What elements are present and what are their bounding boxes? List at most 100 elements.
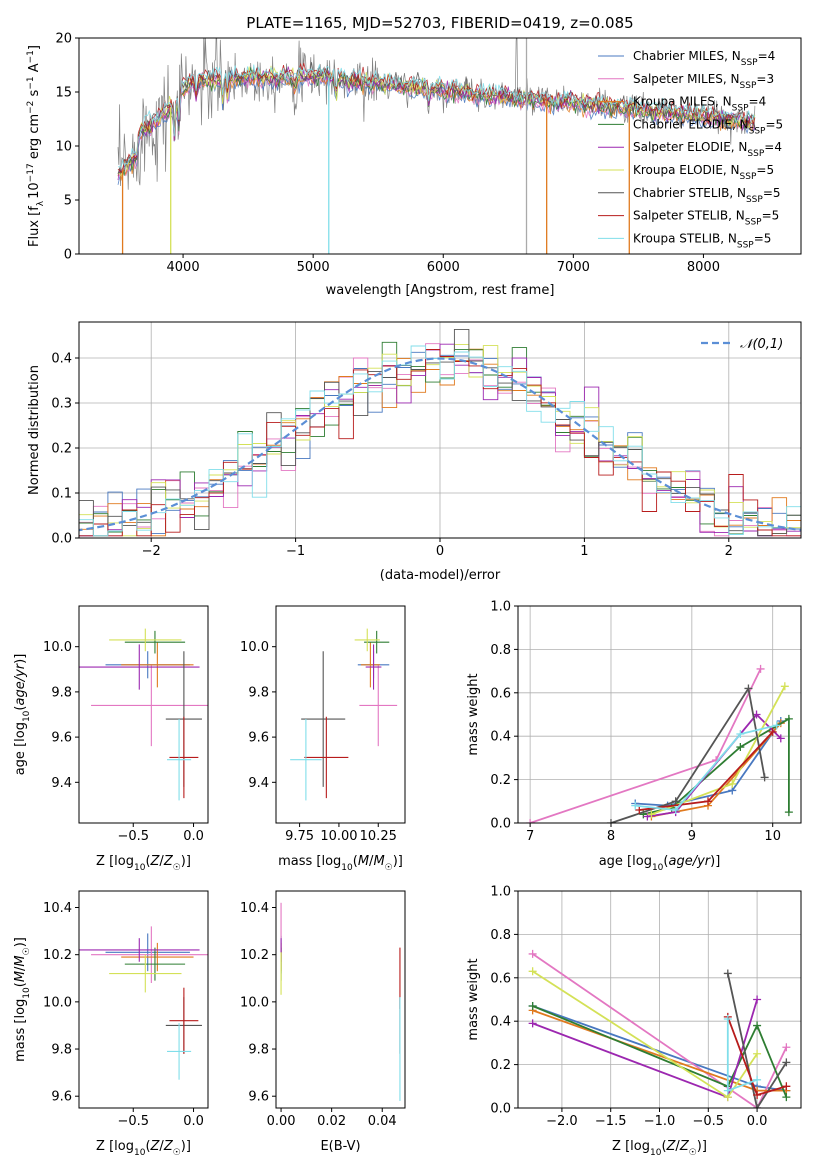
residual-histogram <box>79 345 801 537</box>
label-part: )] <box>697 1139 707 1154</box>
weight-marker <box>780 682 789 691</box>
plot-area <box>79 628 208 801</box>
chart-residuals: −2 −1 0 1 2 0.0 0.1 0.2 0.3 0.4 (data-model)/error… <box>27 321 802 583</box>
plot-area <box>290 628 398 801</box>
weight-marker <box>704 797 713 806</box>
y-tick-label: 0.6 <box>490 971 511 986</box>
weight-marker <box>760 773 769 782</box>
label-part: ( <box>663 854 668 869</box>
weight-series <box>532 953 788 1108</box>
y-axis-label: Normed distribution <box>27 365 42 495</box>
legend-sub: SSP <box>741 58 758 68</box>
x-tick-label: 10.25 <box>360 829 397 844</box>
label-part: ] <box>27 45 42 50</box>
x-axis-label: mass [log10(M/M☉)] <box>278 854 403 873</box>
x-axis-label: wavelength [Angstrom, rest frame] <box>326 283 555 298</box>
legend-sub: SSP <box>749 126 766 136</box>
legend-label: Salpeter MILES, NSSP=3 <box>633 72 774 91</box>
y-axis-label: mass [log10(M/M☉)] <box>13 937 32 1062</box>
y-tick-label: 0.6 <box>490 686 511 701</box>
weight-marker <box>736 730 745 739</box>
label-part: Z [log <box>612 1139 650 1154</box>
label-part: s <box>27 89 42 100</box>
axes-frame <box>275 890 406 1109</box>
y-tick-label: 10.0 <box>240 995 269 1010</box>
x-tick-label: 0.00 <box>267 1114 296 1129</box>
weight-marker <box>753 1021 762 1030</box>
label-part: Z <box>163 1139 174 1154</box>
weight-marker <box>768 727 777 736</box>
weight-marker <box>671 797 680 806</box>
legend-model: Kroupa MILES, N <box>633 95 732 109</box>
label-part: ( <box>13 706 28 711</box>
y-tick-label: 0.4 <box>490 1015 511 1030</box>
y-tick-label: 5 <box>64 194 72 209</box>
x-tick-label: 10 <box>764 829 781 844</box>
plot-area <box>79 926 208 1080</box>
x-axis-label: E(B-V) <box>320 1139 360 1154</box>
label-part: mass weight <box>466 673 481 755</box>
x-axis-label: Z [log10(Z/Z☉)] <box>612 1139 707 1158</box>
y-tick-label: 9.8 <box>51 685 72 700</box>
x-tick-label: 7 <box>526 829 534 844</box>
y-tick-label: 1.0 <box>490 600 511 615</box>
legend-model: Kroupa ELODIE, N <box>633 163 740 177</box>
label-part: −17 <box>26 163 36 182</box>
x-tick-label: 6000 <box>427 260 460 275</box>
label-part: Z [log <box>96 854 134 869</box>
weight-marker <box>784 714 793 723</box>
y-tick-label: 10.0 <box>43 640 72 655</box>
label-part: M <box>373 854 384 869</box>
y-tick-label: 0.4 <box>490 730 511 745</box>
x-tick-label: −1.0 <box>644 1114 676 1129</box>
weight-marker <box>753 1090 762 1099</box>
legend-sub: SSP <box>740 172 757 182</box>
y-tick-label: 10.0 <box>240 640 269 655</box>
legend-model: Salpeter ELODIE, N <box>633 140 747 154</box>
label-part: M <box>358 854 369 869</box>
weight-series <box>635 724 777 811</box>
legend-label: Salpeter STELIB, NSSP=5 <box>633 209 779 228</box>
legend-sub: SSP <box>740 81 757 91</box>
legend-n: =5 <box>763 186 781 200</box>
label-part: Z <box>679 1139 690 1154</box>
legend-label: Chabrier STELIB, NSSP=5 <box>633 186 781 205</box>
label-part: / <box>369 854 374 869</box>
x-tick-label: −0.5 <box>117 829 149 844</box>
chart-mass_vs_ebv: 0.00 0.02 0.04 9.6 9.8 10.0 10.2 10.4 E(B-V) <box>240 890 406 1154</box>
y-tick-label: 9.6 <box>51 1090 72 1105</box>
legend-n: =3 <box>756 72 774 86</box>
weight-marker <box>528 949 537 958</box>
y-tick-label: 9.6 <box>248 731 269 746</box>
y-tick-label: 10.0 <box>43 995 72 1010</box>
legend-sub: SSP <box>746 195 763 205</box>
plot-area <box>79 328 801 537</box>
label-part: Flux [f <box>27 206 42 247</box>
label-part: ☉ <box>689 1148 697 1158</box>
label-part: 10 <box>22 987 32 999</box>
label-part: ( <box>145 854 150 869</box>
legend-n: =5 <box>762 209 780 223</box>
plot-area <box>526 664 793 823</box>
legend-sub: SSP <box>745 218 762 228</box>
label-part: erg cm <box>27 114 42 163</box>
chart-mass_vs_z: −0.5 0.09.69.810.010.210.4Z [log10(Z/Z☉)]… <box>13 890 209 1158</box>
model-spectrum <box>117 63 756 168</box>
label-part: 10 <box>341 863 353 873</box>
x-tick-label: 4000 <box>167 260 200 275</box>
legend-n: =5 <box>756 163 774 177</box>
legend-model: Salpeter MILES, N <box>633 72 740 86</box>
y-tick-label: 0.3 <box>51 397 72 412</box>
weight-marker <box>782 1082 791 1091</box>
y-axis-label: age [log10(age/yr)] <box>13 654 32 776</box>
y-tick-label: 0.0 <box>490 1102 511 1117</box>
label-part: )] <box>181 1139 191 1154</box>
weight-marker <box>753 1075 762 1084</box>
weight-marker <box>753 1104 762 1108</box>
label-part: ( <box>13 982 28 987</box>
y-axis-label: mass weight <box>466 673 481 755</box>
label-part: ( <box>145 1139 150 1154</box>
weight-marker <box>671 805 680 814</box>
label-part: mass weight <box>466 958 481 1040</box>
